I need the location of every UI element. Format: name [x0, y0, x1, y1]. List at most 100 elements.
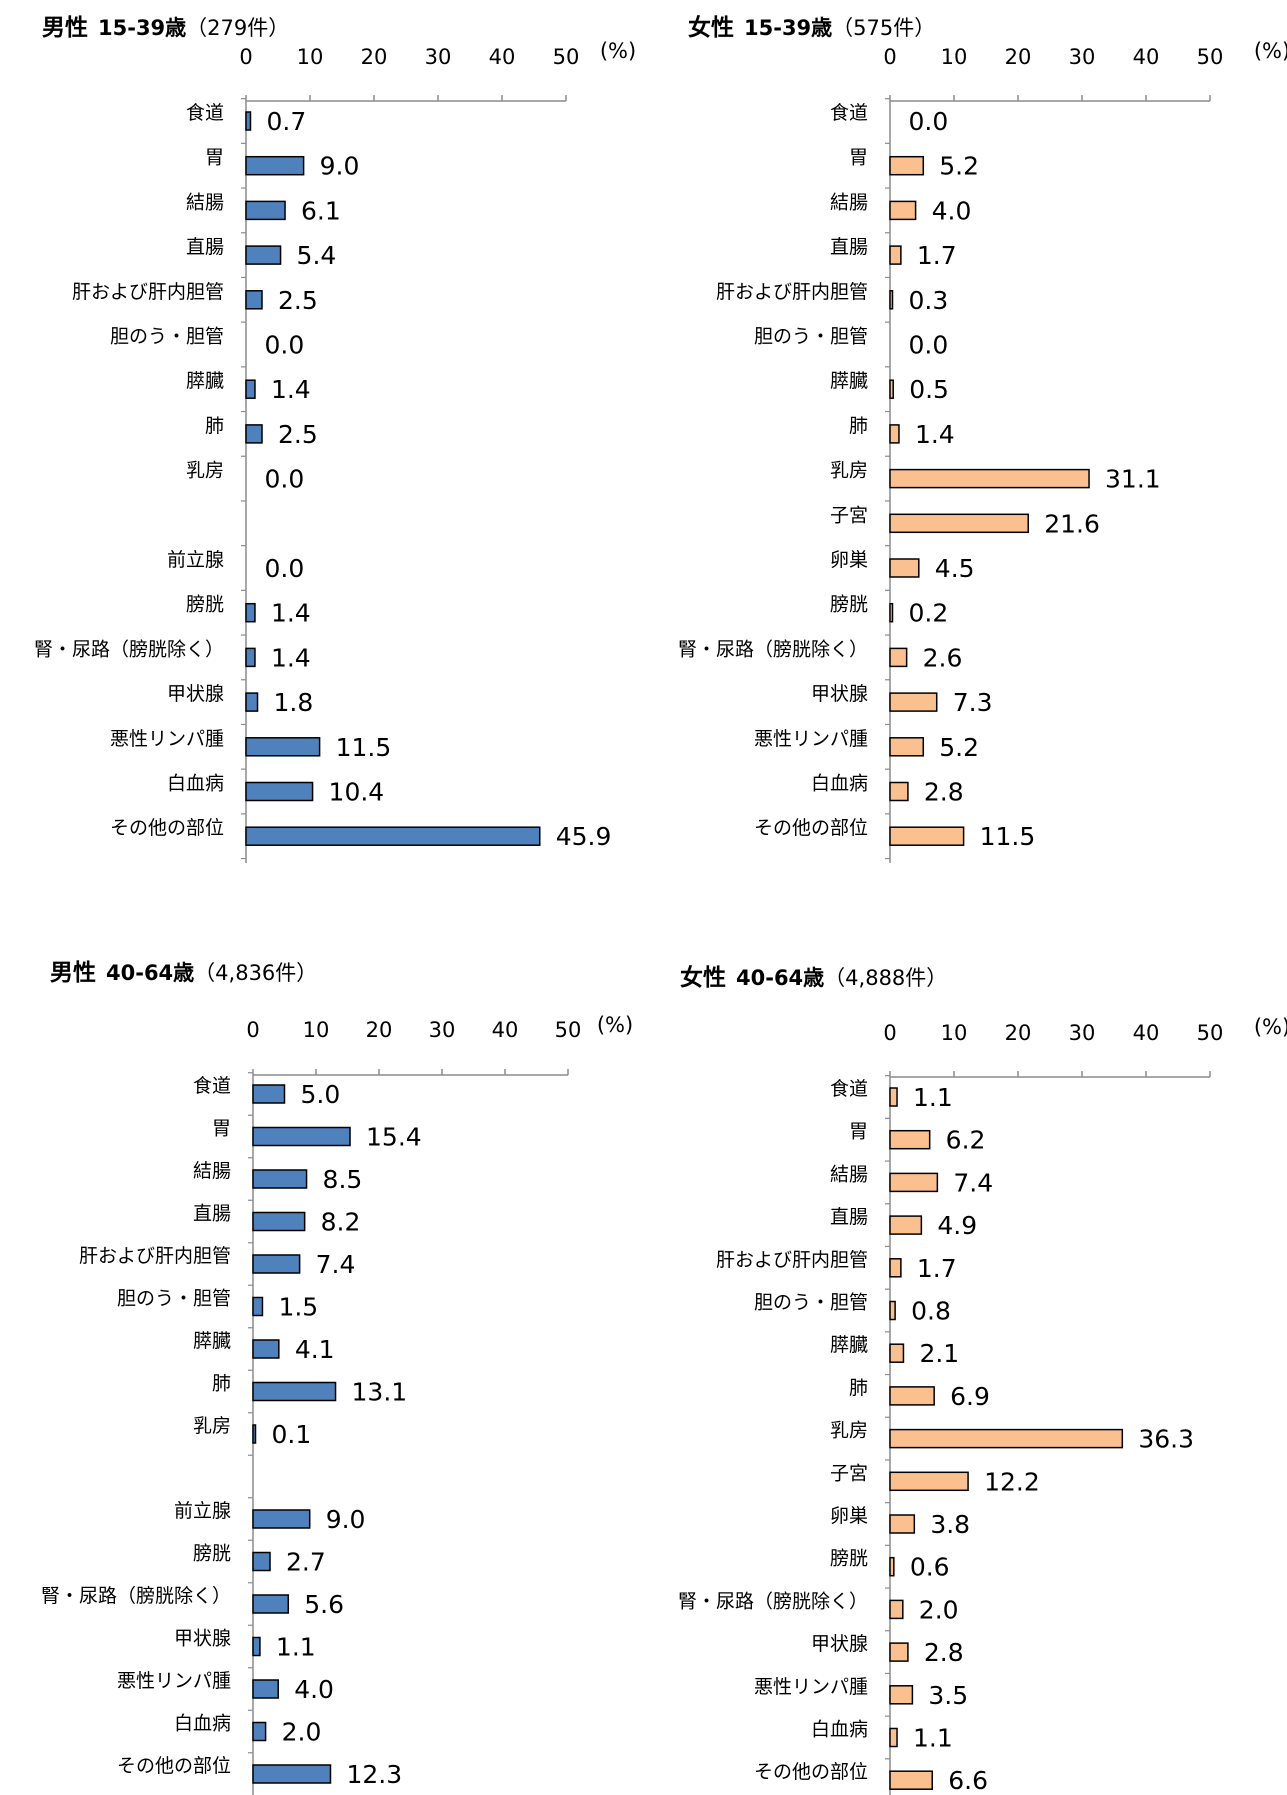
bar-value-label: 11.5: [980, 822, 1036, 851]
bar-value-label: 12.3: [346, 1760, 402, 1789]
chart-title-sex: 男性: [42, 15, 88, 41]
category-label: 膀胱: [830, 594, 868, 616]
bar: [889, 1343, 905, 1363]
bar: [889, 737, 925, 757]
bar: [252, 1339, 280, 1359]
bar-value-label: 1.8: [274, 688, 314, 717]
bar-value-label: 2.0: [919, 1595, 959, 1624]
bar-value-label: 8.2: [321, 1208, 361, 1237]
bar-value-label: 4.0: [932, 196, 972, 225]
bar-value-label: 2.5: [278, 286, 318, 315]
bar: [252, 1594, 290, 1614]
bar-value-label: 0.0: [265, 554, 305, 583]
bar: [889, 692, 938, 712]
chart-title-sex: 男性: [50, 960, 96, 986]
bar: [889, 647, 908, 668]
bar-value-label: 7.4: [953, 1168, 993, 1197]
bar-value-label: 3.8: [930, 1510, 970, 1539]
bar: [889, 424, 900, 444]
category-label: 前立腺: [174, 1500, 231, 1522]
bar-value-label: 0.5: [909, 375, 949, 404]
x-tick-label: 0: [883, 45, 896, 69]
bar: [245, 737, 321, 757]
category-label: 直腸: [186, 236, 224, 258]
category-label: 胃: [849, 1121, 868, 1143]
x-tick-label: 10: [941, 45, 968, 69]
bar-value-label: 15.4: [366, 1123, 422, 1152]
bar-value-label: 0.6: [910, 1553, 950, 1582]
bar: [252, 1636, 261, 1657]
category-label: 腎・尿路（膀胱除く）: [678, 638, 868, 660]
bar: [889, 781, 909, 802]
bar: [252, 1169, 308, 1189]
bar-value-label: 9.0: [326, 1505, 366, 1534]
category-label: 膀胱: [193, 1543, 231, 1565]
bar: [245, 781, 314, 802]
bar-value-label: 6.6: [948, 1766, 988, 1795]
bar-value-label: 1.4: [271, 599, 311, 628]
category-label: 直腸: [830, 236, 868, 258]
bar: [252, 1254, 301, 1274]
bar: [889, 1172, 939, 1193]
bar-value-label: 1.7: [917, 241, 957, 270]
category-label: 乳房: [193, 1415, 231, 1437]
category-label: 食道: [193, 1075, 231, 1097]
bar: [889, 155, 925, 176]
bar-value-label: 5.0: [301, 1080, 341, 1109]
category-label: 胃: [212, 1118, 231, 1140]
x-tick-label: 10: [303, 1018, 330, 1042]
category-label: 甲状腺: [174, 1628, 231, 1650]
category-label: 結腸: [830, 1163, 868, 1185]
chart-title-count: （279件）: [186, 16, 290, 40]
chart-title-age: 15-39歳: [98, 16, 187, 40]
chart-title-age: 40-64歳: [106, 961, 195, 985]
x-tick-label: 40: [1133, 1021, 1160, 1045]
chart-title-age: 40-64歳: [736, 966, 825, 990]
bar: [252, 1296, 264, 1317]
category-label: 前立腺: [167, 549, 224, 571]
bar-value-label: 0.0: [265, 331, 305, 360]
bar: [252, 1764, 332, 1784]
category-label: 食道: [830, 1078, 868, 1100]
chart-title: 女性 40-64歳（4,888件）: [680, 958, 947, 992]
bar: [252, 1509, 311, 1529]
bar: [245, 692, 259, 712]
category-label: 悪性リンパ腫: [754, 728, 868, 750]
bar: [245, 290, 263, 310]
bar-chart-male-40-64: 0 10 20 30 40 50 (%) 食道 5.0 胃 15.4 結腸 8.5 直腸 8.2 肝および肝内…: [41, 1013, 633, 1795]
x-tick-label: 10: [297, 45, 324, 69]
bar: [889, 245, 902, 265]
x-tick-label: 30: [425, 45, 452, 69]
unit-label: (%): [597, 1013, 633, 1037]
category-label: 結腸: [186, 191, 224, 213]
bar-value-label: 1.7: [917, 1254, 957, 1283]
category-label: 胆のう・胆管: [754, 326, 868, 348]
bar: [245, 155, 305, 176]
bar: [245, 424, 263, 444]
category-label: 腎・尿路（膀胱除く）: [41, 1585, 231, 1607]
bar: [252, 1721, 267, 1742]
category-label: 膵臓: [830, 1334, 868, 1356]
bar: [252, 1679, 279, 1699]
bar: [245, 826, 541, 846]
bar: [245, 245, 282, 265]
category-label: 悪性リンパ腫: [754, 1676, 868, 1698]
bar-value-label: 5.4: [297, 241, 337, 270]
category-label: 食道: [186, 102, 224, 124]
category-label: 膵臓: [193, 1330, 231, 1352]
category-label: その他の部位: [754, 1761, 868, 1783]
bar-value-label: 2.0: [282, 1718, 322, 1747]
unit-label: (%): [1254, 39, 1287, 63]
bar-value-label: 4.9: [937, 1211, 977, 1240]
category-label: 直腸: [193, 1203, 231, 1225]
bar: [889, 1685, 914, 1705]
bar-value-label: 0.2: [909, 599, 949, 628]
x-tick-label: 20: [366, 1018, 393, 1042]
x-tick-label: 10: [941, 1021, 968, 1045]
x-tick-label: 20: [361, 45, 388, 69]
bar-value-label: 2.8: [924, 1638, 964, 1667]
x-tick-label: 40: [489, 45, 516, 69]
bar: [245, 602, 256, 623]
bar: [889, 200, 917, 221]
bar: [889, 1642, 909, 1662]
